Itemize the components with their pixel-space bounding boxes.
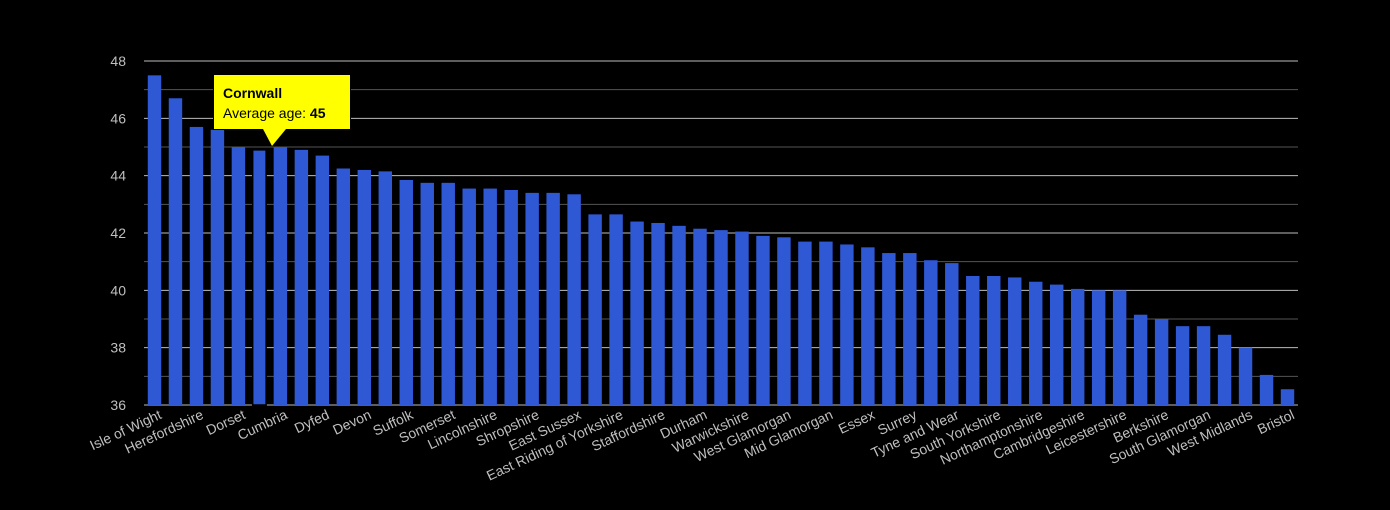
bar[interactable] <box>546 192 560 405</box>
bar[interactable] <box>945 263 959 405</box>
bar[interactable] <box>651 222 665 405</box>
bar[interactable] <box>357 169 372 405</box>
bar-highlighted[interactable] <box>251 149 267 406</box>
tooltip: Cornwall Average age: 45 <box>213 74 351 130</box>
y-tick-label: 36 <box>110 397 126 413</box>
bar[interactable] <box>1217 334 1232 405</box>
bar[interactable] <box>1049 284 1064 405</box>
bar[interactable] <box>1029 281 1043 405</box>
bar[interactable] <box>714 230 728 405</box>
bar[interactable] <box>672 225 686 405</box>
bar[interactable] <box>882 253 896 405</box>
tooltip-body: Average age: 45 <box>223 103 350 123</box>
bar[interactable] <box>1259 374 1274 405</box>
bar[interactable] <box>840 244 854 405</box>
y-tick-label: 46 <box>110 110 126 126</box>
bar[interactable] <box>1238 347 1253 405</box>
x-tick-label: Essex <box>836 406 877 437</box>
bar[interactable] <box>819 241 833 405</box>
y-tick-label: 42 <box>110 225 126 241</box>
bar[interactable] <box>168 98 183 406</box>
bar[interactable] <box>315 155 330 405</box>
bar[interactable] <box>567 194 581 405</box>
bar[interactable] <box>399 179 413 405</box>
bar[interactable] <box>189 126 204 405</box>
bar[interactable] <box>210 129 225 406</box>
bar[interactable] <box>693 228 707 405</box>
tooltip-value: 45 <box>309 105 326 121</box>
bar[interactable] <box>630 221 644 405</box>
y-axis-labels: 36 38 40 42 44 46 48 <box>110 53 126 413</box>
bar[interactable] <box>966 276 980 405</box>
bar[interactable] <box>378 171 393 405</box>
bar[interactable] <box>504 190 518 405</box>
bar[interactable] <box>441 182 455 405</box>
bar[interactable] <box>756 235 770 405</box>
x-tick-label: Dyfed <box>292 406 332 436</box>
x-tick-label: Bristol <box>1255 406 1297 437</box>
bar[interactable] <box>1280 389 1295 405</box>
bar[interactable] <box>462 188 476 405</box>
x-tick-label: Devon <box>330 406 373 438</box>
bar[interactable] <box>1091 290 1106 405</box>
bars <box>147 75 1295 406</box>
bar[interactable] <box>1112 290 1127 405</box>
bar[interactable] <box>294 149 309 405</box>
bar[interactable] <box>777 237 791 405</box>
bar[interactable] <box>903 253 917 405</box>
bar[interactable] <box>588 214 602 405</box>
bar[interactable] <box>798 241 812 405</box>
y-tick-label: 48 <box>110 53 126 69</box>
bar[interactable] <box>1196 326 1211 405</box>
bar[interactable] <box>987 276 1001 405</box>
bar[interactable] <box>147 75 162 405</box>
bar[interactable] <box>1175 326 1190 405</box>
bar[interactable] <box>1008 277 1022 405</box>
bar[interactable] <box>735 231 749 405</box>
bar[interactable] <box>1154 319 1169 405</box>
tooltip-label: Average age: <box>223 105 310 121</box>
bar[interactable] <box>924 260 938 405</box>
bar[interactable] <box>273 147 288 405</box>
tooltip-pointer <box>263 129 286 146</box>
bar[interactable] <box>420 182 434 405</box>
bar[interactable] <box>609 214 623 405</box>
bar[interactable] <box>1070 288 1085 405</box>
tooltip-title: Cornwall <box>223 85 283 101</box>
bar[interactable] <box>525 192 539 405</box>
y-tick-label: 38 <box>110 340 126 356</box>
bar[interactable] <box>336 168 351 406</box>
bar[interactable] <box>1133 314 1148 405</box>
bar[interactable] <box>483 188 497 405</box>
y-tick-label: 44 <box>110 168 126 184</box>
y-tick-label: 40 <box>110 282 126 298</box>
bar[interactable] <box>231 147 246 405</box>
bar[interactable] <box>861 247 875 405</box>
